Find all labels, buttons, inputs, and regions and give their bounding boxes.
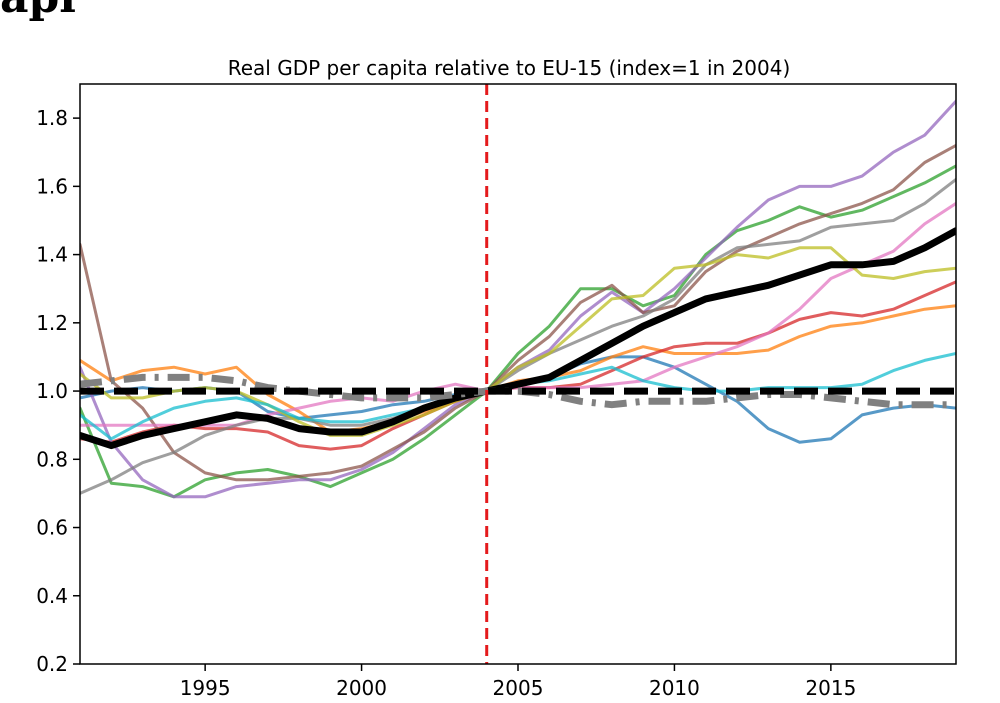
x-tick-label: 2000 bbox=[336, 676, 387, 700]
y-tick-label: 1.8 bbox=[36, 106, 68, 130]
y-tick-label: 1.0 bbox=[36, 379, 68, 403]
y-tick-label: 0.8 bbox=[36, 447, 68, 471]
y-tick-label: 0.6 bbox=[36, 516, 68, 540]
y-axis: 0.2 0.4 0.6 0.8 1.0 1.2 1.4 1.6 1.8 bbox=[36, 106, 80, 676]
y-tick-label: 0.2 bbox=[36, 652, 68, 676]
y-tick-label: 0.4 bbox=[36, 584, 68, 608]
series-line-purple bbox=[80, 99, 956, 499]
series-layer bbox=[80, 99, 956, 499]
series-line-green bbox=[80, 164, 956, 499]
series-line-olive bbox=[80, 246, 956, 437]
chart-title: Real GDP per capita relative to EU-15 (i… bbox=[228, 56, 791, 80]
y-tick-label: 1.4 bbox=[36, 243, 68, 267]
series-line-reference-dashdot bbox=[80, 373, 956, 409]
y-tick-label: 1.6 bbox=[36, 174, 68, 198]
cropped-heading-fragment: apl bbox=[0, 0, 76, 23]
series-line-brown bbox=[80, 143, 956, 482]
y-tick-label: 1.2 bbox=[36, 311, 68, 335]
x-tick-label: 2010 bbox=[649, 676, 700, 700]
x-tick-label: 2015 bbox=[805, 676, 856, 700]
x-tick-label: 2005 bbox=[493, 676, 544, 700]
series-line-gray bbox=[80, 178, 956, 495]
series-line-average bbox=[80, 227, 956, 450]
x-axis: 1995 2000 2005 2010 2015 bbox=[180, 664, 856, 700]
plot-frame bbox=[79, 83, 957, 665]
x-tick-label: 1995 bbox=[180, 676, 231, 700]
